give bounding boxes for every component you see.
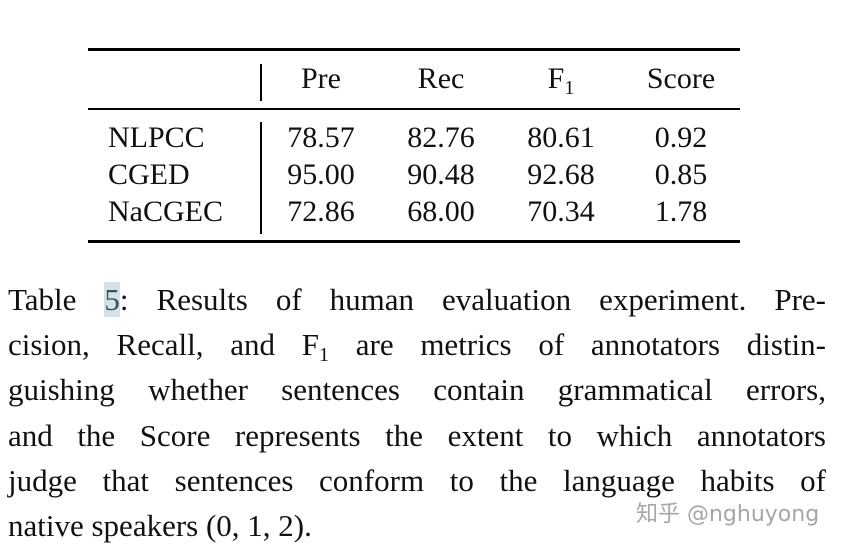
subscript: 1 xyxy=(318,344,329,367)
cell-value: 80.61 xyxy=(527,121,595,154)
row-label: CGED xyxy=(108,158,190,191)
cell-value: 68.00 xyxy=(407,195,475,228)
caption-line: cision, Recall, and F1 are metrics of an… xyxy=(8,325,826,365)
caption-text: guishing whether sentences contain gramm… xyxy=(8,372,826,408)
caption-text: and the Score represents the extent to w… xyxy=(8,417,826,453)
caption-text: native speakers (0, 1, 2). xyxy=(8,508,312,543)
caption-text: Table xyxy=(8,282,105,317)
column-header: Rec xyxy=(417,62,465,95)
caption-line: Table 5: Results of human evaluation exp… xyxy=(8,280,826,320)
cell-value: 95.00 xyxy=(287,158,355,191)
cell-value: 82.76 xyxy=(407,121,475,154)
caption-text: are metrics of annotators distin- xyxy=(328,327,826,363)
caption-line: guishing whether sentences contain gramm… xyxy=(8,370,826,410)
caption-line: native speakers (0, 1, 2). xyxy=(8,506,826,546)
caption-text: : Results of human evaluation experiment… xyxy=(119,282,826,317)
column-header: Pre xyxy=(301,62,341,95)
cell-value: 92.68 xyxy=(527,158,595,191)
column-divider xyxy=(260,64,262,101)
column-divider xyxy=(260,122,262,234)
caption-line: and the Score represents the extent to w… xyxy=(8,416,826,456)
column-header: Score xyxy=(646,62,716,95)
cell-value: 70.34 xyxy=(527,195,595,228)
caption-line: judge that sentences conform to the lang… xyxy=(8,461,826,501)
cell-value: 72.86 xyxy=(287,195,355,228)
caption-text: cision, Recall, and F xyxy=(8,327,319,363)
mid-rule xyxy=(88,108,740,110)
cell-value: 90.48 xyxy=(407,158,475,191)
cell-value: 1.78 xyxy=(654,195,708,228)
row-label: NLPCC xyxy=(108,121,205,154)
cell-value: 0.85 xyxy=(654,158,708,191)
cell-value: 0.92 xyxy=(654,121,708,154)
top-rule xyxy=(88,48,740,51)
header-text: F xyxy=(547,62,565,95)
bottom-rule xyxy=(88,240,740,243)
cell-value: 78.57 xyxy=(287,121,355,154)
header-subscript: 1 xyxy=(564,77,575,99)
watermark: 知乎 @nghuyong xyxy=(636,502,820,527)
row-label: NaCGEC xyxy=(108,195,223,228)
table-ref-link[interactable]: 5 xyxy=(104,282,120,317)
caption-text: judge that sentences conform to the lang… xyxy=(8,462,826,498)
column-header: F1 xyxy=(547,61,575,99)
